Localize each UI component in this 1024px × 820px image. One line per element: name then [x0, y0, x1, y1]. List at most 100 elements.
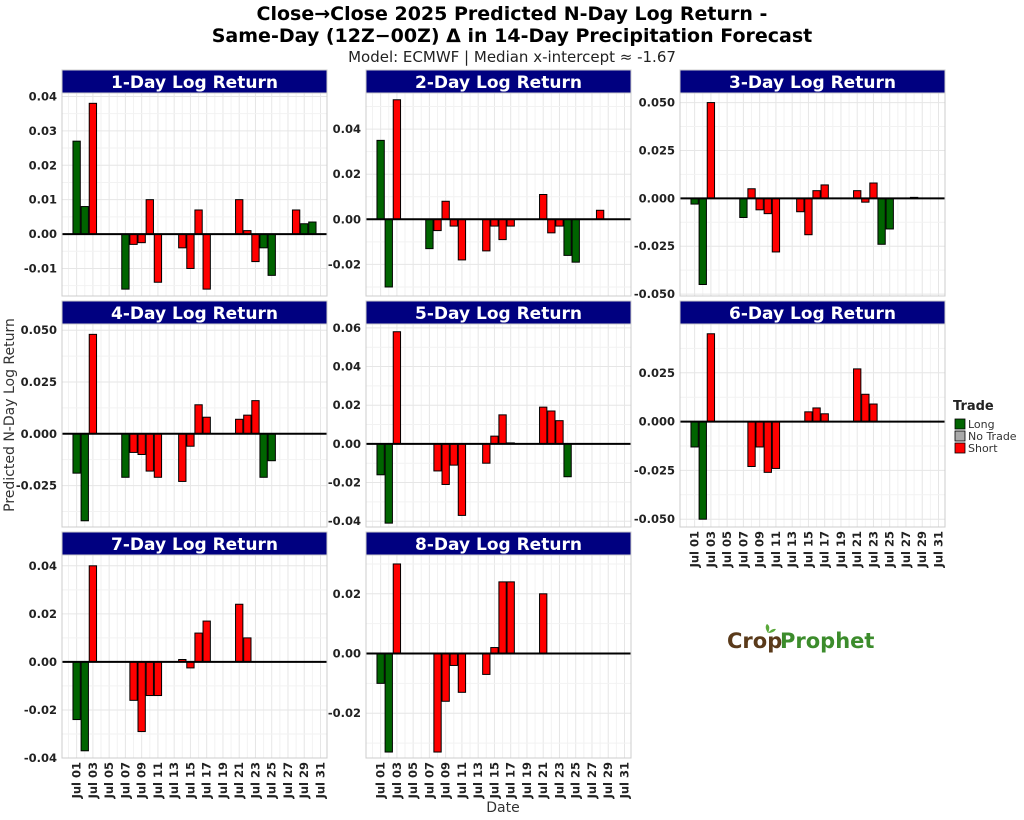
y-tick-label: -0.02 [328, 476, 361, 490]
bar-short [482, 653, 491, 675]
x-tick-label: Jul 31 [931, 531, 945, 568]
bar-short [129, 661, 138, 701]
y-tick-label: 0.00 [333, 212, 361, 226]
bar-short [555, 420, 564, 445]
y-tick-label: 0.02 [333, 587, 361, 601]
x-tick-label: Jul 21 [850, 531, 864, 568]
bar-short [235, 418, 244, 435]
panel-title: 1-Day Log Return [111, 73, 278, 93]
bar-long [571, 218, 580, 263]
cropprophet-logo: Crop Prophet [727, 624, 874, 653]
bar-short [251, 400, 260, 435]
y-tick-label: -0.02 [24, 703, 57, 717]
bar-short [392, 563, 402, 655]
bar-long [80, 433, 89, 522]
panel-title: 3-Day Log Return [729, 73, 896, 93]
bar-short [88, 565, 98, 663]
bar-short [129, 433, 138, 453]
bar-short [804, 411, 813, 423]
bar-long [384, 218, 393, 288]
bar-long [259, 233, 268, 249]
x-tick-label: Jul 21 [536, 762, 550, 799]
x-tick-label: Jul 09 [753, 531, 767, 568]
panel-3: 3-Day Log Return -0.050 -0.025 0.000 0.025 0.… [634, 69, 946, 301]
x-tick-label: Jul 11 [455, 762, 469, 799]
panel-1: 1-Day Log Return -0.01 0.00 0.01 0.02 0.03 0.0… [24, 69, 328, 297]
bar-short [820, 184, 829, 199]
bar-short [457, 443, 467, 516]
y-tick-label: 0.04 [29, 559, 57, 573]
y-tick-label: 0.00 [29, 227, 57, 241]
x-tick-label: Jul 31 [617, 762, 631, 799]
panel-7: 7-Day Log Return -0.04 -0.02 0.00 0.02 0.04 Ju… [24, 531, 328, 799]
bar-short [433, 443, 442, 472]
bar-short [441, 653, 450, 702]
x-tick-label: Jul 09 [135, 762, 149, 799]
y-tick-label: -0.025 [634, 239, 675, 253]
y-tick-label: -0.02 [328, 257, 361, 271]
sprout-icon [765, 624, 776, 633]
bar-short [186, 233, 195, 269]
x-tick-label: Jul 23 [552, 762, 566, 799]
bar-short [771, 421, 781, 469]
x-tick-label: Jul 03 [86, 762, 100, 799]
bar-long [80, 206, 89, 235]
bar-short [812, 190, 821, 199]
x-tick-label: Jul 23 [866, 531, 880, 568]
bar-short [433, 653, 442, 753]
bar-long [384, 443, 393, 524]
bar-short [539, 194, 548, 220]
bar-short [490, 435, 499, 445]
bar-long [690, 421, 699, 448]
y-tick-label: 0.050 [21, 323, 57, 337]
bar-short [235, 199, 244, 235]
bar-short [145, 199, 154, 235]
bar-short [194, 209, 203, 235]
x-tick-label: Jul 29 [297, 762, 311, 799]
bar-short [796, 197, 805, 213]
plot-background [366, 93, 631, 296]
legend-label: No Trade [968, 430, 1017, 443]
bar-short [755, 421, 764, 448]
bar-short [539, 406, 548, 445]
y-tick-label: 0.025 [21, 375, 57, 389]
bar-long [80, 661, 89, 752]
x-tick-label: Jul 13 [167, 762, 181, 799]
x-tick-label: Jul 13 [471, 762, 485, 799]
bar-short [145, 433, 154, 472]
legend-label: Short [968, 442, 998, 455]
bar-short [88, 333, 98, 435]
y-tick-label: -0.025 [634, 463, 675, 477]
legend-swatch-long [954, 418, 966, 430]
panel-border [61, 554, 328, 759]
x-tick-label: Jul 13 [785, 531, 799, 568]
bar-short [482, 218, 491, 252]
x-tick-label: Jul 05 [720, 531, 734, 568]
bar-long [72, 661, 81, 721]
bar-short [137, 661, 146, 733]
x-tick-label: Jul 29 [601, 762, 615, 799]
x-tick-label: Jul 25 [569, 762, 583, 799]
bar-short [178, 233, 187, 249]
bar-short [194, 404, 203, 435]
y-tick-label: 0.03 [29, 124, 57, 138]
x-axis-title: Date [486, 800, 519, 816]
y-tick-label: -0.04 [24, 751, 57, 765]
panel-4: 4-Day Log Return -0.025 0.000 0.025 0.050 [16, 300, 328, 528]
bar-short [771, 197, 781, 253]
x-tick-label: Jul 19 [216, 762, 230, 799]
bar-short [449, 653, 458, 666]
bar-short [812, 407, 821, 423]
legend-swatch-short [954, 442, 966, 454]
y-tick-label: 0.06 [333, 321, 361, 335]
y-tick-label: 0.02 [333, 167, 361, 181]
x-tick-label: Jul 05 [406, 762, 420, 799]
logo-text-crop: Crop [727, 629, 782, 653]
bar-short [490, 218, 499, 227]
y-tick-label: 0.02 [29, 607, 57, 621]
bar-short [706, 333, 716, 423]
y-tick-label: 0.02 [29, 158, 57, 172]
legend-title: Trade [953, 399, 994, 414]
panel-title: 2-Day Log Return [415, 73, 582, 93]
